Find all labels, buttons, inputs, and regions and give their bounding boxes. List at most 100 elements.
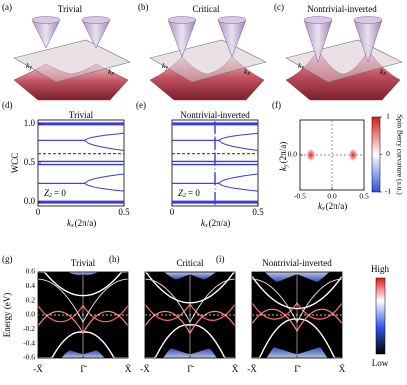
bulk-region (145, 272, 235, 280)
y-axis-label: ky(2π/a) (278, 142, 289, 171)
x-tick-label: Γ̄ (187, 364, 194, 374)
panel-title: Nontrivial-inverted (307, 4, 377, 14)
x-axis-label: kx(2π/a) (318, 201, 347, 212)
y-tick-label: 0.0 (288, 150, 298, 159)
kx-label: kx (244, 67, 250, 78)
x-tick-label: X̄ (232, 364, 239, 374)
kx-label: kx (108, 67, 114, 78)
z2-note: Z2 = 0 (44, 188, 66, 199)
cone-rim (217, 16, 247, 24)
panel-title: Trivial (58, 4, 83, 14)
panel-title: Trivial (71, 258, 96, 268)
bulk-region (252, 347, 342, 358)
x-axis-label-base: k (67, 218, 72, 228)
y-tick-label: -0.2 (23, 324, 35, 333)
kx-label-sub: x (246, 71, 250, 77)
x-axis-label-base: k (318, 201, 323, 211)
panel-label: (i) (216, 254, 225, 264)
fermi-plane (285, 39, 403, 83)
z2-note-text: = 0 (188, 188, 200, 198)
x-axis-label: kx(2π/a) (201, 218, 230, 229)
wcc-curve (38, 132, 125, 141)
curvature-hotspot (305, 148, 316, 162)
x-axis-label-unit: (2π/a) (326, 201, 348, 211)
x-axis-label: kx(2π/a) (67, 218, 96, 229)
x-axis-label-base: k (201, 218, 206, 228)
y-tick-label: 0.0 (26, 310, 36, 319)
y-axis-label-unit: (2π/a) (278, 142, 288, 164)
kx-label: kx (380, 67, 386, 78)
ky-label: ky (298, 61, 304, 72)
y-axis-label: Energy (eV) (2, 293, 12, 338)
z2-note-sub: 2 (183, 193, 186, 199)
wcc-curve (38, 173, 125, 184)
x-tick-label: Γ̄ (294, 364, 301, 374)
cone-rim (31, 16, 61, 24)
colorbar (375, 277, 386, 355)
ky-label-sub: y (300, 65, 304, 71)
x-tick-label: 0 (170, 207, 175, 217)
y-axis-label-sub: y (283, 164, 289, 168)
x-tick-label: X̄ (125, 364, 132, 374)
kx-label-sub: x (382, 71, 386, 77)
panel-label: (b) (138, 2, 149, 12)
x-tick-label: Γ̄ (80, 364, 87, 374)
y-axis-label-base: k (278, 166, 288, 171)
ky-label: ky (26, 61, 32, 72)
y-tick-label: 0.0 (24, 196, 36, 206)
upper-cone (31, 19, 61, 49)
kx-label-base: k (244, 67, 248, 76)
x-tick-label: 0.5 (359, 192, 369, 201)
colorbar-label: Spin Berry curvature (a.u.) (395, 114, 404, 195)
panel-label: (c) (274, 2, 284, 12)
x-tick-label: 0.5 (118, 207, 130, 217)
x-axis-label-sub: x (70, 223, 74, 229)
y-tick-label: 0.4 (26, 281, 36, 290)
cone-rim (167, 16, 197, 24)
ky-label-sub: y (28, 65, 32, 71)
y-axis-label: WCC (10, 153, 20, 174)
panel-label: (h) (109, 254, 120, 264)
ky-label-base: k (26, 61, 30, 70)
ky-label: ky (162, 61, 168, 72)
x-axis-label-unit: (2π/a) (209, 218, 231, 228)
y-tick-label: 0.5 (24, 157, 36, 167)
y-tick-label: 0.6 (26, 267, 36, 276)
curvature-hotspot (348, 148, 359, 162)
colorbar-high: High (371, 264, 390, 274)
x-tick-label: X̄ (339, 364, 346, 374)
ky-label-base: k (162, 61, 166, 70)
cone-rim (303, 16, 333, 24)
colorbar-tick-label: -1 (385, 187, 391, 196)
panel-title: Critical (193, 4, 220, 14)
y-tick-label: -0.6 (23, 353, 35, 362)
bulk-region (145, 348, 235, 358)
x-axis-label-sub: x (204, 223, 208, 229)
ky-label-sub: y (164, 65, 168, 71)
colorbar-low: Low (372, 358, 389, 368)
colorbar-tick-label: 1 (386, 112, 390, 121)
z2-note-base: Z (44, 188, 50, 198)
panel-title: Nontrivial-inverted (262, 258, 332, 268)
cone-rim (353, 16, 383, 24)
fermi-plane (13, 39, 131, 83)
x-tick-label: -0.5 (294, 192, 306, 201)
z2-note: Z2 = 0 (178, 188, 200, 199)
x-axis-label-sub: x (321, 206, 325, 212)
kx-label-base: k (380, 67, 384, 76)
kx-label-sub: x (110, 71, 114, 77)
y-tick-label: -0.4 (23, 338, 35, 347)
z2-note-sub: 2 (49, 193, 52, 199)
x-tick-label: -X̄ (247, 364, 257, 374)
panel-label: (d) (2, 100, 13, 110)
colorbar (371, 116, 381, 193)
kx-label-base: k (108, 67, 112, 76)
x-tick-label: 0.0 (327, 192, 337, 201)
panel-title: Critical (177, 258, 204, 268)
x-axis-label-unit: (2π/a) (75, 218, 97, 228)
panel-title: Nontrivial-inverted (180, 110, 250, 120)
z2-note-base: Z (178, 188, 184, 198)
cone-rim (81, 16, 111, 24)
colorbar-tick-label: 0 (386, 149, 390, 158)
